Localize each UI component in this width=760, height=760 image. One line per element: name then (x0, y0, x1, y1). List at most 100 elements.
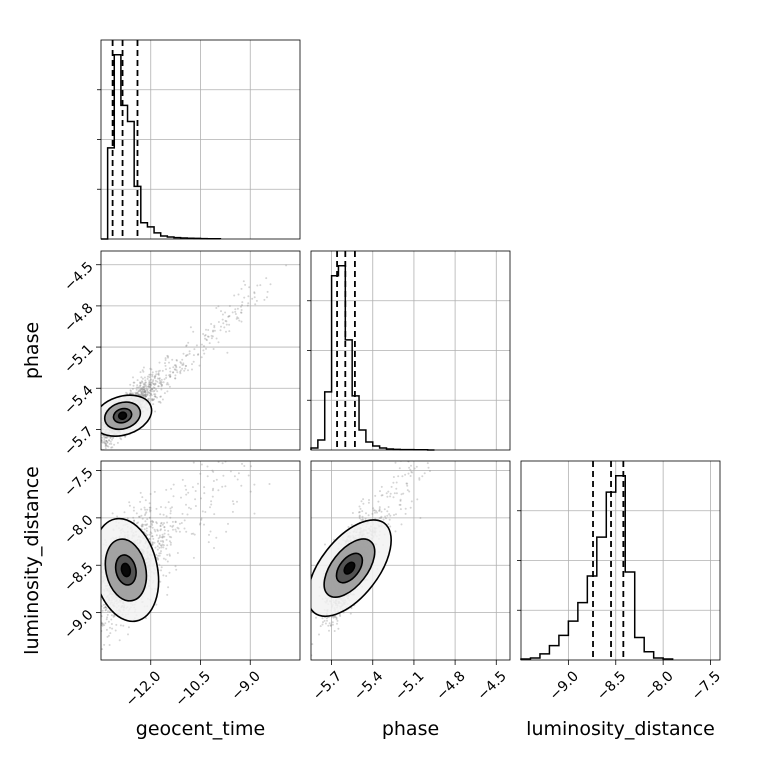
sample-point (106, 441, 109, 443)
sample-point (199, 472, 202, 475)
sample-point (98, 455, 100, 457)
sample-point (425, 451, 427, 453)
sample-point (244, 283, 247, 286)
sample-point (205, 347, 207, 350)
sample-point (148, 383, 151, 386)
sample-point (440, 415, 442, 417)
sample-point (91, 424, 93, 426)
sample-point (95, 440, 97, 442)
sample-point (122, 624, 125, 627)
sample-point (138, 515, 140, 518)
sample-point (146, 508, 149, 511)
sample-point (194, 490, 197, 492)
sample-point (148, 379, 151, 382)
sample-point (127, 633, 129, 636)
sample-point (149, 393, 152, 396)
sample-point (208, 533, 210, 536)
sample-point (106, 445, 109, 447)
sample-point (172, 366, 175, 369)
sample-point (395, 481, 398, 484)
sample-point (158, 546, 161, 549)
sample-point (163, 526, 166, 529)
sample-point (106, 616, 109, 619)
sample-point (358, 511, 361, 513)
sample-point (162, 381, 165, 384)
sample-point (149, 493, 152, 495)
sample-point (426, 425, 428, 427)
x-tick-label-geocent_time: −10.5 (172, 668, 214, 710)
sample-point (109, 436, 112, 439)
sample-point (249, 490, 252, 493)
sample-point (92, 451, 94, 453)
sample-point (148, 394, 151, 397)
sample-point (107, 445, 110, 448)
sample-point (210, 442, 212, 444)
sample-point (350, 607, 353, 610)
sample-point (140, 387, 143, 390)
sample-point (94, 605, 96, 607)
sample-point (149, 386, 152, 389)
sample-point (103, 643, 106, 646)
sample-point (362, 502, 365, 505)
sample-point (97, 436, 99, 438)
sample-point (429, 443, 431, 445)
sample-point (76, 467, 78, 469)
sample-point (136, 392, 139, 395)
sample-point (108, 439, 111, 442)
sample-point (98, 434, 100, 436)
sample-point (104, 622, 107, 625)
sample-point (142, 392, 145, 395)
sample-point (192, 556, 195, 559)
sample-point (307, 655, 309, 657)
sample-point (212, 330, 214, 333)
sample-point (105, 439, 108, 442)
sample-point (148, 376, 151, 379)
panel-frame (100, 39, 301, 240)
sample-point (168, 554, 171, 557)
sample-point (87, 586, 89, 588)
sample-point (139, 384, 142, 387)
sample-point (159, 395, 162, 398)
sample-point (328, 622, 331, 625)
sample-point (443, 443, 445, 445)
sample-point (133, 519, 136, 522)
sample-point (138, 386, 141, 389)
sample-point (434, 442, 436, 444)
sample-point (205, 328, 207, 331)
sample-point (210, 503, 213, 506)
sample-point (165, 575, 168, 577)
sample-point (204, 334, 207, 336)
sample-point (431, 407, 433, 409)
sample-point (96, 629, 98, 631)
sample-point (80, 458, 82, 460)
sample-point (376, 511, 378, 514)
sample-point (418, 478, 421, 481)
sample-point (94, 443, 96, 445)
sample-point (240, 311, 243, 314)
sample-point (161, 536, 163, 539)
sample-point (143, 386, 146, 389)
sample-point (140, 514, 143, 517)
sample-point (385, 492, 388, 495)
sample-point (256, 284, 259, 287)
sample-point (149, 525, 152, 528)
sample-point (213, 324, 216, 327)
sample-point (328, 629, 330, 632)
sample-point (150, 378, 152, 381)
sample-point (150, 532, 153, 535)
sample-point (143, 528, 146, 531)
sample-point (192, 532, 195, 535)
sample-point (144, 514, 146, 516)
sample-point (225, 330, 227, 333)
sample-point (166, 553, 169, 556)
sample-point (61, 484, 63, 486)
sample-point (111, 512, 114, 515)
sample-point (215, 536, 218, 539)
sample-point (101, 439, 103, 442)
sample-point (90, 591, 92, 593)
sample-point (225, 323, 228, 326)
sample-point (234, 308, 237, 311)
sample-point (140, 388, 142, 391)
sample-point (153, 375, 156, 378)
sample-point (141, 517, 144, 520)
